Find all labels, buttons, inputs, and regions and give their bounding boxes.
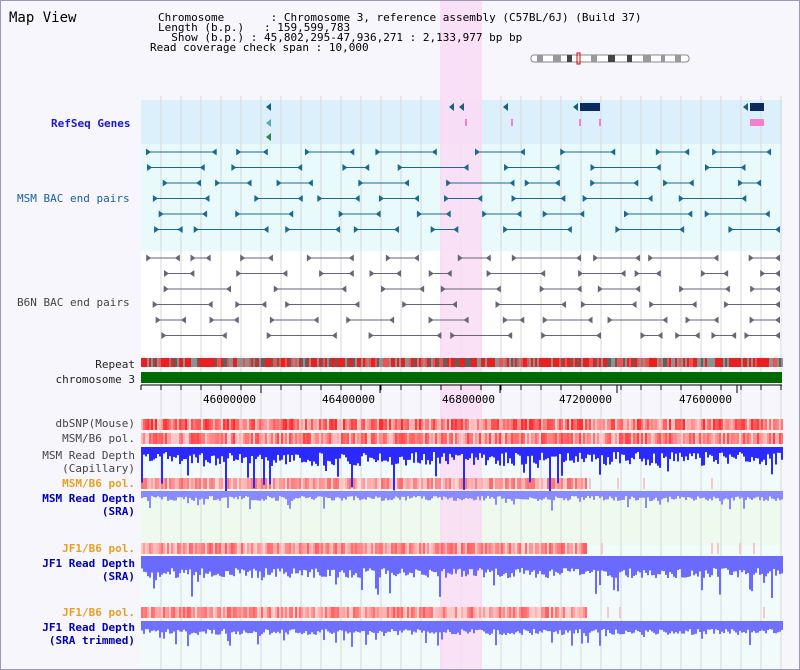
label-msm-bac[interactable]: MSM BAC end pairs (17, 192, 130, 205)
repeat-track (141, 358, 783, 367)
heat-tracks (141, 419, 783, 618)
label-jf1-depth-sra[interactable]: JF1 Read Depth (SRA) (42, 557, 135, 583)
depth-tracks (141, 447, 783, 647)
page-title: Map View (9, 10, 77, 26)
label-refseq-genes[interactable]: RefSeq Genes (51, 117, 131, 130)
gene-block (750, 103, 764, 111)
msm-bac-track (146, 148, 780, 233)
label-jf1-b6-pol[interactable]: JF1/B6 pol. (62, 542, 135, 555)
label-jf1-b6-pol-2[interactable]: JF1/B6 pol. (62, 606, 135, 619)
axis-tick-label: 47600000 (679, 393, 732, 406)
info-show: Show (b.p.) : 45,802,295-47,936,271 : 2,… (171, 31, 523, 44)
chromosome-bar (141, 372, 782, 383)
label-msm-depth-sra[interactable]: MSM Read Depth (SRA) (42, 492, 135, 518)
label-jf1-depth-trimmed[interactable]: JF1 Read Depth (SRA trimmed) (42, 621, 135, 647)
b6n-bac-track (146, 254, 780, 339)
info-coverage: Read coverage check span : 10,000 (150, 41, 369, 54)
refseq-genes-track (266, 103, 764, 141)
label-repeat: Repeat (95, 358, 135, 371)
axis-tick-label: 46000000 (203, 393, 256, 406)
gene-mark (503, 103, 508, 111)
axis-tick-label: 46400000 (322, 393, 375, 406)
gene-mark (449, 103, 454, 111)
label-msm-b6-pol[interactable]: MSM/B6 pol. (62, 432, 135, 445)
info-chromosome: Chromosome : Chromosome 3, reference ass… (158, 11, 642, 24)
label-dbsnp[interactable]: dbSNP(Mouse) (55, 417, 135, 430)
gene-block (750, 119, 764, 126)
gene-block (580, 103, 600, 111)
gene-mark (459, 103, 464, 111)
ideogram-position-marker (576, 52, 581, 65)
gene-mark (266, 103, 271, 111)
label-b6n-bac[interactable]: B6N BAC end pairs (17, 296, 130, 309)
axis-tick-label: 46800000 (442, 393, 495, 406)
label-msm-depth-capillary[interactable]: MSM Read Depth (Capillary) (42, 449, 135, 475)
position-axis (140, 384, 782, 393)
gene-mark (573, 103, 578, 111)
info-length: Length (b.p.) : 159,599,783 (158, 21, 351, 34)
label-chromosome: chromosome 3 (55, 373, 135, 386)
gene-mark (743, 103, 748, 111)
chromosome-ideogram[interactable] (530, 52, 690, 65)
axis-tick-label: 47200000 (559, 393, 612, 406)
label-msm-b6-pol-2[interactable]: MSM/B6 pol. (62, 477, 135, 490)
